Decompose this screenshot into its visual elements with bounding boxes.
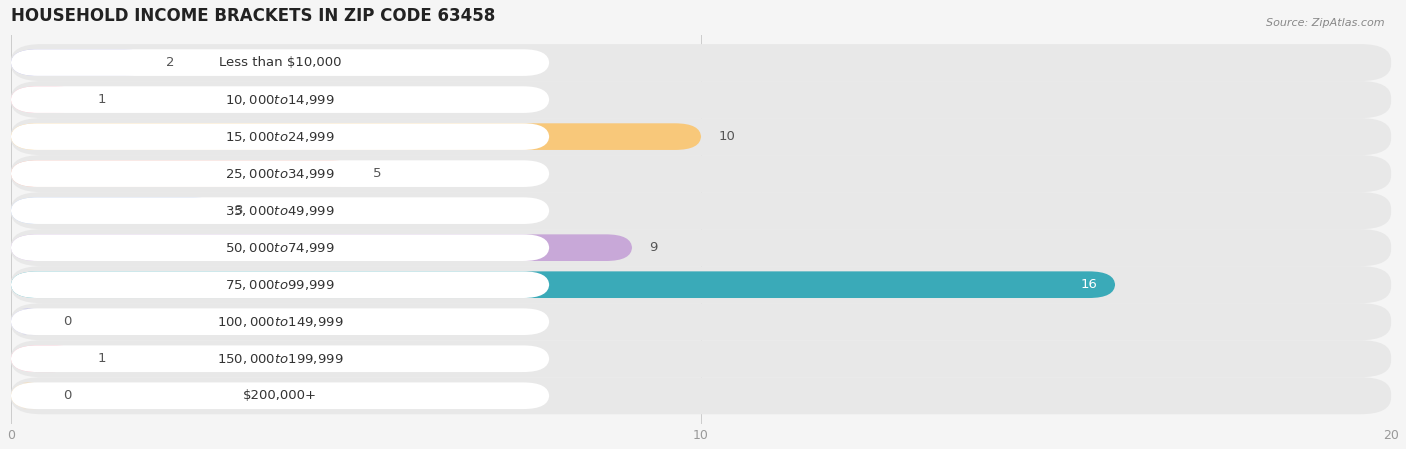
Text: $50,000 to $74,999: $50,000 to $74,999 [225,241,335,255]
Text: $10,000 to $14,999: $10,000 to $14,999 [225,92,335,106]
FancyBboxPatch shape [11,49,550,76]
FancyBboxPatch shape [11,44,1391,81]
Text: $15,000 to $24,999: $15,000 to $24,999 [225,130,335,144]
FancyBboxPatch shape [11,197,218,224]
Text: Less than $10,000: Less than $10,000 [219,56,342,69]
Text: $100,000 to $149,999: $100,000 to $149,999 [217,315,343,329]
Text: HOUSEHOLD INCOME BRACKETS IN ZIP CODE 63458: HOUSEHOLD INCOME BRACKETS IN ZIP CODE 63… [11,7,495,25]
Text: 10: 10 [718,130,735,143]
FancyBboxPatch shape [11,81,1391,118]
Text: 0: 0 [63,315,72,328]
FancyBboxPatch shape [11,271,1115,298]
FancyBboxPatch shape [11,234,633,261]
Text: 16: 16 [1081,278,1098,291]
Text: 1: 1 [97,352,105,365]
FancyBboxPatch shape [11,86,550,113]
FancyBboxPatch shape [11,86,80,113]
Text: $200,000+: $200,000+ [243,389,318,402]
Text: 0: 0 [63,389,72,402]
FancyBboxPatch shape [11,308,45,335]
Text: $35,000 to $49,999: $35,000 to $49,999 [225,204,335,218]
Text: 2: 2 [166,56,174,69]
FancyBboxPatch shape [11,49,149,76]
FancyBboxPatch shape [11,266,1391,303]
FancyBboxPatch shape [11,123,702,150]
FancyBboxPatch shape [11,303,1391,340]
Text: $75,000 to $99,999: $75,000 to $99,999 [225,277,335,292]
FancyBboxPatch shape [11,308,550,335]
Text: 9: 9 [650,241,658,254]
Text: $25,000 to $34,999: $25,000 to $34,999 [225,167,335,180]
FancyBboxPatch shape [11,377,1391,414]
FancyBboxPatch shape [11,271,550,298]
Text: 5: 5 [373,167,382,180]
FancyBboxPatch shape [11,345,550,372]
FancyBboxPatch shape [11,160,550,187]
Text: Source: ZipAtlas.com: Source: ZipAtlas.com [1267,18,1385,28]
Text: 3: 3 [235,204,243,217]
FancyBboxPatch shape [11,345,80,372]
FancyBboxPatch shape [11,123,550,150]
FancyBboxPatch shape [11,197,550,224]
FancyBboxPatch shape [11,192,1391,229]
FancyBboxPatch shape [11,155,1391,192]
FancyBboxPatch shape [11,340,1391,377]
Text: 1: 1 [97,93,105,106]
FancyBboxPatch shape [11,234,550,261]
FancyBboxPatch shape [11,160,356,187]
FancyBboxPatch shape [11,118,1391,155]
FancyBboxPatch shape [11,383,45,409]
Text: $150,000 to $199,999: $150,000 to $199,999 [217,352,343,366]
FancyBboxPatch shape [11,383,550,409]
FancyBboxPatch shape [11,229,1391,266]
